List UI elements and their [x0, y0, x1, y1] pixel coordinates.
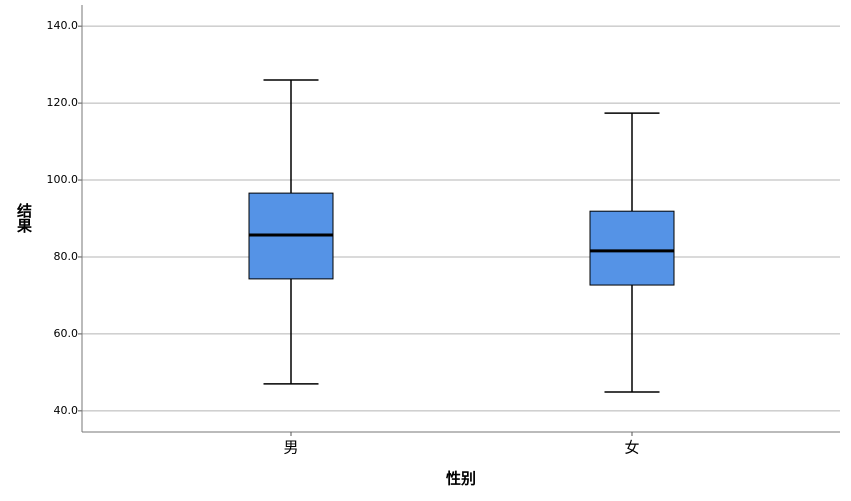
y-axis-title: 结果 — [15, 202, 33, 234]
y-tick-label: 80.0 — [54, 250, 79, 263]
y-tick-label: 140.0 — [47, 19, 79, 32]
x-tick-label: 女 — [624, 439, 639, 457]
y-tick-label: 100.0 — [47, 173, 79, 186]
y-tick-label: 60.0 — [54, 327, 79, 340]
y-tick-label: 120.0 — [47, 96, 79, 109]
y-tick-label: 40.0 — [54, 404, 79, 417]
x-axis-title: 性别 — [446, 470, 476, 488]
box — [589, 210, 675, 286]
x-tick-label: 男 — [283, 439, 298, 457]
